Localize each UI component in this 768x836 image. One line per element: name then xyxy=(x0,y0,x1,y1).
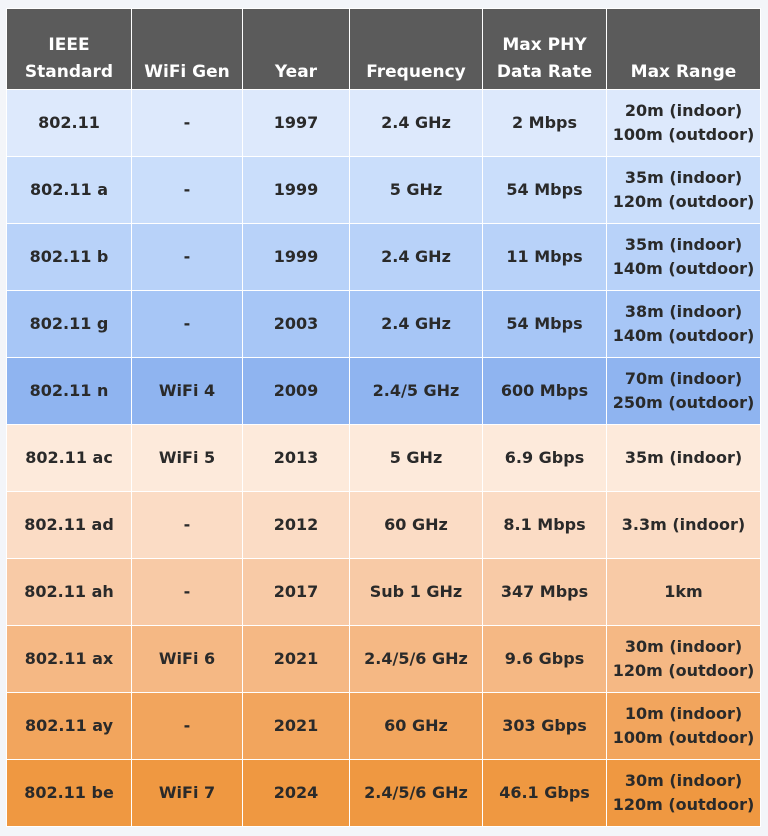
header-cell: IEEE Standard xyxy=(6,8,132,90)
table-cell: 54 Mbps xyxy=(482,290,607,358)
table-cell: 38m (indoor) 140m (outdoor) xyxy=(606,290,761,358)
table-row: 802.11 a -1999 5 GHz 54 Mbps 35m (indoor) 12… xyxy=(6,156,761,224)
table-cell: - xyxy=(131,692,243,760)
table-cell: 802.11 be xyxy=(6,759,132,827)
table-cell: 802.11 n xyxy=(6,357,132,425)
table-cell: 2013 xyxy=(242,424,350,492)
table-cell: 2.4/5/6 GHz xyxy=(349,759,483,827)
table-cell: 2024 xyxy=(242,759,350,827)
table-row: 802.11 ac WiFi 5 2013 5 GHz 6.9 Gbps 35m (ind… xyxy=(6,424,761,492)
table-cell: 1999 xyxy=(242,156,350,224)
table-row: 802.11 ay -2021 60 GHz 303 Gbps 10m (indoor)… xyxy=(6,692,761,760)
table-row: 802.11 be WiFi 7 2024 2.4/5/6 GHz 46.1 Gbps 3… xyxy=(6,759,761,827)
table-cell: 2.4 GHz xyxy=(349,89,483,157)
table-cell: - xyxy=(131,156,243,224)
table-cell: 1999 xyxy=(242,223,350,291)
table-row: 802.11 ah -2017 Sub 1 GHz 347 Mbps 1km xyxy=(6,558,761,626)
table-cell: 802.11 ah xyxy=(6,558,132,626)
header-cell: WiFi Gen xyxy=(131,8,243,90)
table-cell: 2.4/5/6 GHz xyxy=(349,625,483,693)
table-cell: WiFi 6 xyxy=(131,625,243,693)
table-cell: 1997 xyxy=(242,89,350,157)
table-cell: Sub 1 GHz xyxy=(349,558,483,626)
table-row: 802.11 g -2003 2.4 GHz 54 Mbps 38m (indoor) … xyxy=(6,290,761,358)
table-cell: 2.4 GHz xyxy=(349,223,483,291)
table-cell: 347 Mbps xyxy=(482,558,607,626)
table-cell: 802.11 ax xyxy=(6,625,132,693)
table-cell: 1km xyxy=(606,558,761,626)
table-cell: 5 GHz xyxy=(349,156,483,224)
table-cell: 9.6 Gbps xyxy=(482,625,607,693)
table-cell: 802.11 g xyxy=(6,290,132,358)
table-cell: 8.1 Mbps xyxy=(482,491,607,559)
table-cell: 70m (indoor) 250m (outdoor) xyxy=(606,357,761,425)
header-cell: Year xyxy=(242,8,350,90)
table-cell: 2 Mbps xyxy=(482,89,607,157)
table-cell: 802.11 ad xyxy=(6,491,132,559)
header-cell: Max PHY Data Rate xyxy=(482,8,607,90)
table-cell: - xyxy=(131,290,243,358)
table-row: 802.11 ax WiFi 6 2021 2.4/5/6 GHz 9.6 Gbps 30… xyxy=(6,625,761,693)
table-cell: 60 GHz xyxy=(349,491,483,559)
table-cell: 10m (indoor) 100m (outdoor) xyxy=(606,692,761,760)
table-cell: WiFi 5 xyxy=(131,424,243,492)
table-row: 802.11 n WiFi 4 2009 2.4/5 GHz 600 Mbps 70m (… xyxy=(6,357,761,425)
table-cell: 2003 xyxy=(242,290,350,358)
table-cell: 802.11 b xyxy=(6,223,132,291)
table-cell: 2.4 GHz xyxy=(349,290,483,358)
table-cell: 54 Mbps xyxy=(482,156,607,224)
table-cell: 5 GHz xyxy=(349,424,483,492)
table-cell: 6.9 Gbps xyxy=(482,424,607,492)
table-cell: 46.1 Gbps xyxy=(482,759,607,827)
table-cell: 35m (indoor) 120m (outdoor) xyxy=(606,156,761,224)
table-cell: - xyxy=(131,558,243,626)
wifi-standards-table: IEEE Standard WiFi Gen Year Frequency Max PH… xyxy=(6,8,761,827)
table-cell: - xyxy=(131,491,243,559)
table-cell: 60 GHz xyxy=(349,692,483,760)
table-cell: WiFi 4 xyxy=(131,357,243,425)
table-cell: WiFi 7 xyxy=(131,759,243,827)
header-cell: Max Range xyxy=(606,8,761,90)
header-cell: Frequency xyxy=(349,8,483,90)
table-cell: 802.11 xyxy=(6,89,132,157)
table-cell: 30m (indoor) 120m (outdoor) xyxy=(606,759,761,827)
table-cell: 2017 xyxy=(242,558,350,626)
table-cell: - xyxy=(131,223,243,291)
table-cell: 35m (indoor) 140m (outdoor) xyxy=(606,223,761,291)
table-row: 802.11 b -1999 2.4 GHz 11 Mbps 35m (indoor) … xyxy=(6,223,761,291)
table-cell: 802.11 ac xyxy=(6,424,132,492)
table-cell: 30m (indoor) 120m (outdoor) xyxy=(606,625,761,693)
table-cell: - xyxy=(131,89,243,157)
table-cell: 3.3m (indoor) xyxy=(606,491,761,559)
table-cell: 35m (indoor) xyxy=(606,424,761,492)
table-row: 802.11-1997 2.4 GHz 2 Mbps 20m (indoor) 100… xyxy=(6,89,761,157)
table-cell: 303 Gbps xyxy=(482,692,607,760)
table-cell: 802.11 a xyxy=(6,156,132,224)
table-cell: 2012 xyxy=(242,491,350,559)
table-cell: 2009 xyxy=(242,357,350,425)
table-container: IEEE Standard WiFi Gen Year Frequency Max PH… xyxy=(6,8,761,827)
table-cell: 2021 xyxy=(242,692,350,760)
table-cell: 20m (indoor) 100m (outdoor) xyxy=(606,89,761,157)
header-row: IEEE Standard WiFi Gen Year Frequency Max PH… xyxy=(6,8,761,90)
table-row: 802.11 ad -2012 60 GHz 8.1 Mbps 3.3m (indoor… xyxy=(6,491,761,559)
table-cell: 11 Mbps xyxy=(482,223,607,291)
table-body: 802.11-1997 2.4 GHz 2 Mbps 20m (indoor) 100… xyxy=(6,89,761,827)
table-cell: 802.11 ay xyxy=(6,692,132,760)
table-cell: 2.4/5 GHz xyxy=(349,357,483,425)
table-cell: 600 Mbps xyxy=(482,357,607,425)
table-cell: 2021 xyxy=(242,625,350,693)
